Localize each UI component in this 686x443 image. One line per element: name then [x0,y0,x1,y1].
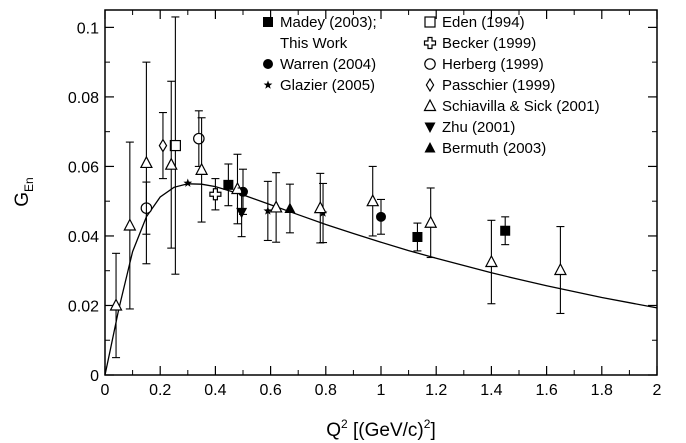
data-point [500,225,511,236]
legend-label: Schiavilla & Sick (2001) [442,98,600,115]
data-point [424,215,438,228]
x-tick-label: 0 [101,382,110,399]
fit-curve [104,183,658,376]
legend-marker [423,98,437,112]
data-point [313,200,327,214]
legend-label: Glazier (2005) [280,77,375,94]
data-point [158,138,168,153]
data-point [269,200,283,213]
legend: Madey (2003); This Work Warren (2004) Glazi… [263,14,600,157]
data-point [366,193,380,207]
x-axis-title-sup: 2 [341,417,348,431]
data-point [223,179,234,190]
data-point [376,211,386,222]
x-tick-label: 0.4 [204,382,226,399]
axis-ticks: 0 0.2 0.4 0.6 0.8 1 1.2 1.4 1.6 1.8 2 0 0.02 0.04 0.06… [68,10,662,399]
data-point [109,298,123,311]
legend-label: Madey (2003); [280,14,377,31]
data-points-layer [109,16,567,359]
x-tick-label: 0.8 [315,382,337,399]
fit-curve-layer [104,183,658,376]
data-point [484,254,498,268]
legend-label-line2: This Work [280,35,348,52]
legend-marker [425,77,435,93]
y-tick-label: 0.08 [68,90,99,107]
data-point [139,155,153,169]
legend-marker [263,17,273,27]
y-tick-label: 0.04 [68,229,99,246]
x-tick-label: 1.2 [425,382,447,399]
data-point [169,139,181,152]
legend-marker [263,59,273,69]
x-tick-label: 0.6 [259,382,281,399]
y-tick-label: 0 [90,368,99,385]
legend-marker [424,16,436,28]
legend-marker [424,58,436,70]
legend-label: Warren (2004) [280,56,376,73]
data-point [553,262,567,276]
x-axis-title: Q2 [(GeV/c)2] [326,417,435,441]
data-point [209,188,222,201]
data-point [183,178,193,187]
legend-marker [424,142,436,153]
y-axis-title-main: G [12,192,33,207]
x-tick-label: 2 [653,382,662,399]
x-axis-title-unit-end: ] [430,420,435,441]
x-tick-label: 1.6 [535,382,557,399]
y-tick-label: 0.02 [68,298,99,315]
legend-label: Zhu (2001) [442,119,515,136]
data-point [193,132,205,145]
x-axis-title-main: Q [326,420,341,441]
legend-label: Passchier (1999) [442,77,555,94]
data-point [195,162,209,176]
legend-label: Bermuth (2003) [442,140,546,157]
legend-marker [424,122,436,133]
legend-marker [423,36,437,50]
data-point [123,218,137,231]
data-point [236,207,248,219]
y-tick-label: 0.06 [68,159,99,176]
data-point [263,206,273,215]
data-point [164,157,178,170]
legend-marker [263,80,273,89]
y-axis-title: GEn [12,177,36,206]
legend-label: Becker (1999) [442,35,536,52]
x-tick-label: 0.2 [149,382,171,399]
x-tick-label: 1.8 [591,382,613,399]
data-point [412,231,423,242]
legend-label: Eden (1994) [442,14,525,31]
x-tick-label: 1.4 [480,382,502,399]
legend-label: Herberg (1999) [442,56,544,73]
x-tick-label: 1 [377,382,386,399]
plot-frame [104,9,658,376]
x-axis-title-unit-sup: 2 [424,417,431,431]
y-axis-title-sub: En [22,177,36,192]
x-axis-title-unit: [(GeV/c) [348,420,424,441]
data-point [284,202,296,213]
y-tick-label: 0.1 [77,20,99,37]
